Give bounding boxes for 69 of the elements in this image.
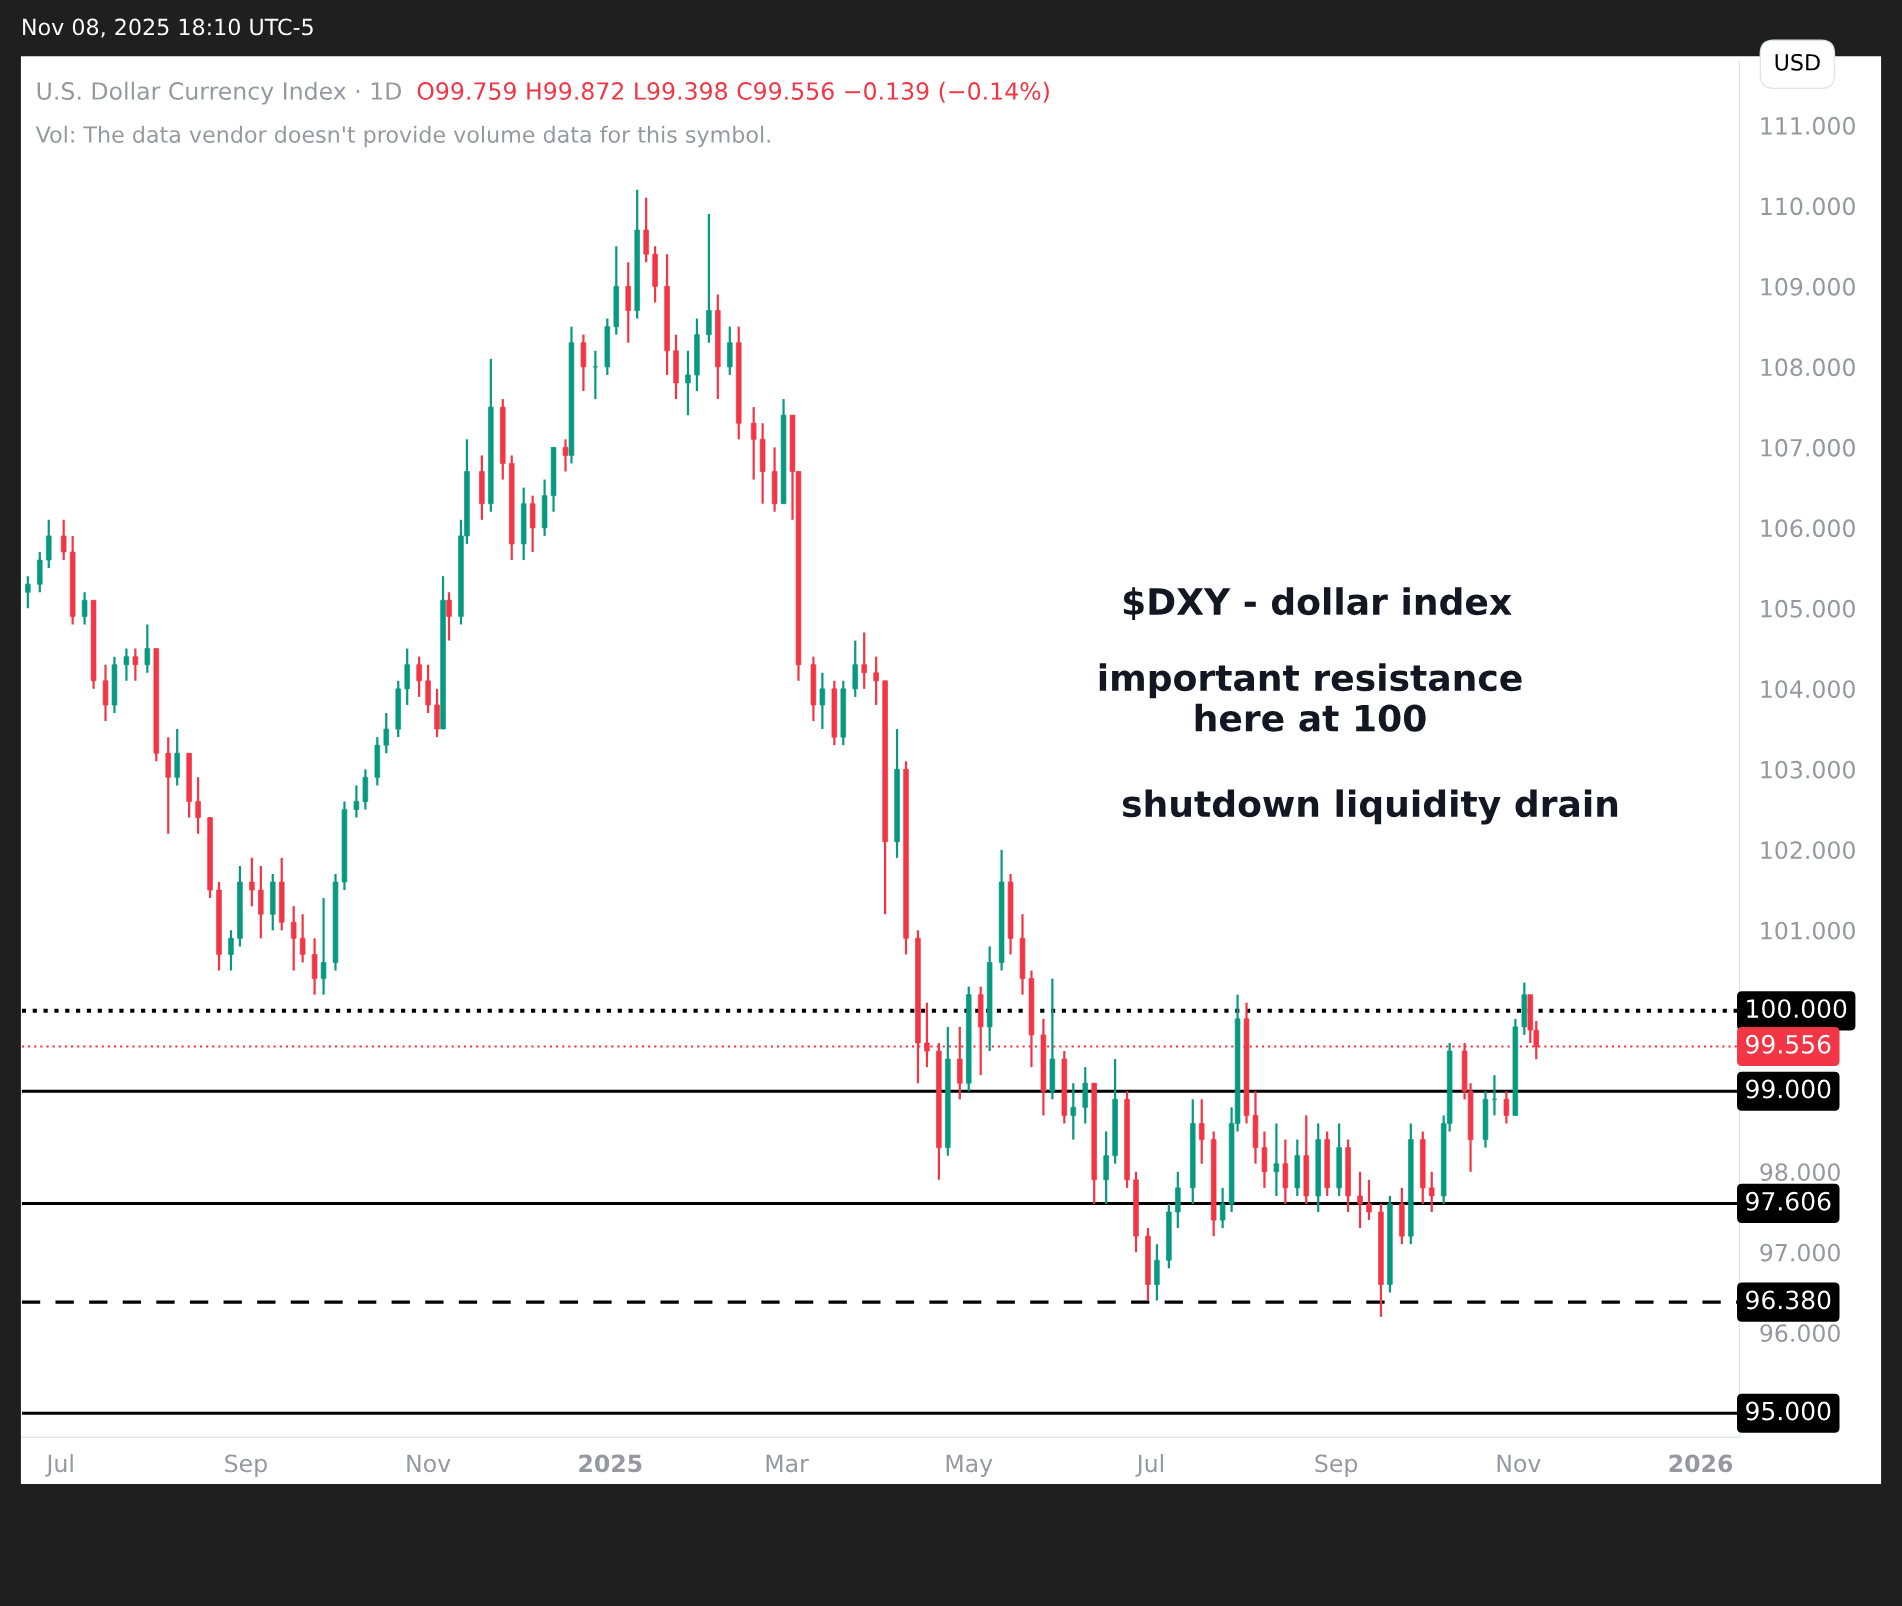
ref-line-label: 95.000 <box>1746 1401 1831 1421</box>
y-tick-label: 111.000 <box>1761 116 1855 135</box>
candlestick <box>1503 1090 1510 1125</box>
annotation: shutdown liquidity drain <box>1122 789 1618 825</box>
y-tick-label: 109.000 <box>1761 277 1855 296</box>
candlestick <box>1366 1178 1372 1222</box>
candlestick <box>123 647 130 682</box>
candlestick <box>25 575 31 610</box>
candlestick <box>81 591 88 626</box>
y-tick-label: 98.000 <box>1760 1163 1840 1182</box>
x-tick-label: Sep <box>1315 1454 1358 1477</box>
ref-line-label: 96.380 <box>1746 1290 1831 1310</box>
text: U.S. Dollar Currency Index · 1D <box>37 81 402 105</box>
y-tick-label: 96.000 <box>1760 1324 1840 1343</box>
text: USD <box>1775 53 1820 71</box>
candlestick <box>290 905 297 972</box>
candlestick <box>873 655 879 707</box>
candlestick <box>383 711 390 755</box>
candlestick <box>228 929 234 972</box>
annotation: $DXY - dollar index <box>1123 587 1512 620</box>
x-tick-label: Jul <box>1135 1454 1163 1477</box>
y-tick-label: 110.000 <box>1761 197 1855 216</box>
ref-line-label: 97.606 <box>1746 1191 1831 1211</box>
candlestick <box>249 856 255 908</box>
candlestick <box>750 406 757 481</box>
text: Nov 08, 2025 18:10 UTC-5 <box>23 18 313 38</box>
x-tick-label: 2026 <box>1669 1454 1733 1473</box>
candlestick <box>685 349 691 417</box>
y-tick-label: 102.000 <box>1761 841 1855 860</box>
y-tick-label: 106.000 <box>1761 519 1855 538</box>
x-tick-label: Nov <box>1497 1454 1541 1473</box>
candlestick <box>416 655 422 698</box>
candlestick <box>446 591 452 642</box>
ref-line-label: 99.556 <box>1746 1034 1831 1054</box>
candlestick <box>819 671 826 731</box>
candlestick <box>1273 1122 1280 1198</box>
y-tick-label: 108.000 <box>1761 358 1855 377</box>
x-tick-label: Mar <box>766 1454 809 1473</box>
y-tick-label: 101.000 <box>1761 921 1855 940</box>
y-tick-label: 103.000 <box>1761 760 1855 779</box>
candlestick <box>60 518 67 562</box>
y-tick-label: 105.000 <box>1761 599 1855 618</box>
candlestick <box>1357 1170 1363 1230</box>
candlestick <box>592 349 599 401</box>
candlestick <box>353 784 360 819</box>
candlestick <box>1198 1098 1205 1165</box>
candlestick <box>132 647 139 682</box>
candlestick <box>1428 1170 1435 1214</box>
x-tick-label: Nov <box>407 1454 451 1473</box>
x-tick-label: May <box>946 1454 993 1477</box>
y-tick-label: 107.000 <box>1761 438 1855 457</box>
ref-line-label: 100.000 <box>1747 999 1847 1019</box>
x-tick-label: Sep <box>225 1454 267 1477</box>
candlestick <box>562 438 569 473</box>
annotation: important resistance here at 100 <box>1099 663 1522 732</box>
annotation: Vol: The data vendor doesn't provide volume data for this symbol. <box>35 125 770 148</box>
candlestick <box>195 776 201 835</box>
candlestick <box>1070 1082 1077 1141</box>
annotation: O99.759 H99.872 L99.398 C99.556 −0.139 (−0.14%) <box>417 81 1049 103</box>
ref-line-label: 99.000 <box>1746 1079 1831 1099</box>
x-tick-label: Jul <box>45 1454 73 1477</box>
candlestick <box>320 896 327 996</box>
y-tick-label: 97.000 <box>1760 1243 1840 1262</box>
candlestick <box>1219 1186 1226 1230</box>
y-tick-label: 104.000 <box>1761 680 1855 699</box>
candlestick <box>144 623 151 674</box>
x-tick-label: 2025 <box>579 1454 642 1473</box>
candlestick <box>299 913 306 964</box>
candlestick <box>861 631 867 690</box>
